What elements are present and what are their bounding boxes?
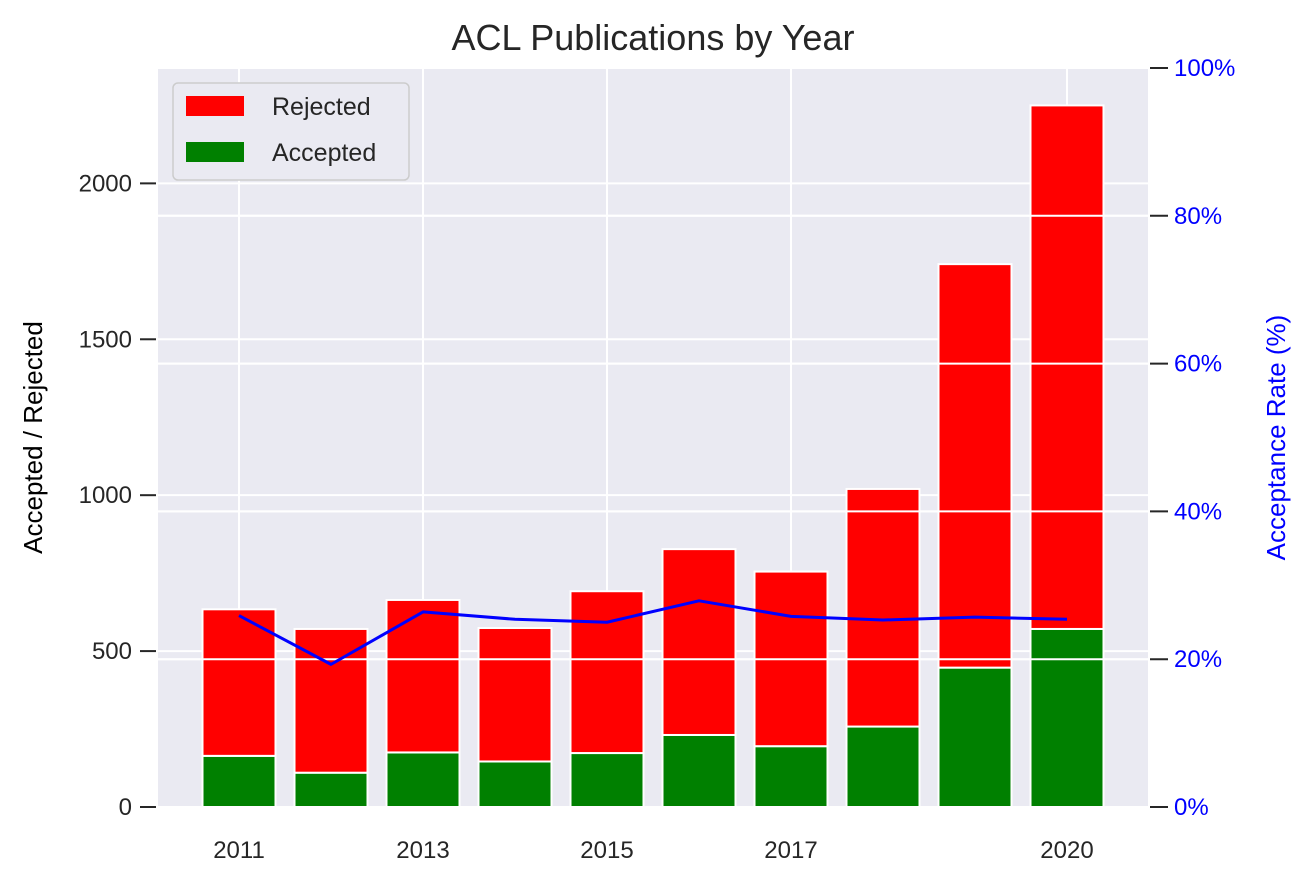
x-tick-label: 2020 xyxy=(1040,837,1093,864)
bar-accepted-2019 xyxy=(937,666,1013,808)
bar-accepted-2017 xyxy=(753,745,829,809)
y2-tick-label: 80% xyxy=(1174,203,1222,230)
x-tick-label: 2011 xyxy=(213,837,265,864)
bar-rejected-2014 xyxy=(477,627,553,763)
chart-title: ACL Publications by Year xyxy=(452,17,855,58)
y-tick-label: 2000 xyxy=(79,170,132,197)
y2-tick-label: 60% xyxy=(1174,351,1222,378)
legend-swatch-accepted xyxy=(186,142,244,162)
bar-accepted-2012 xyxy=(293,771,369,809)
legend-label-rejected: Rejected xyxy=(272,93,371,121)
bar-group xyxy=(158,67,1148,809)
y-axis-title: Accepted / Rejected xyxy=(18,321,48,554)
y-tick-label: 500 xyxy=(92,638,132,665)
y-tick-label: 1000 xyxy=(79,482,132,509)
acceptance-rate-line-group xyxy=(238,599,1068,666)
acceptance-rate-line xyxy=(238,599,1068,666)
x-tick-label: 2013 xyxy=(396,837,449,864)
y-tick-label: 1500 xyxy=(79,326,132,353)
x-tick-label: 2015 xyxy=(580,837,633,864)
bar-accepted-2018 xyxy=(845,725,921,808)
legend: Rejected Accepted xyxy=(172,82,410,181)
legend-label-accepted: Accepted xyxy=(272,139,376,167)
x-tick-label: 2017 xyxy=(764,837,817,864)
axes: 0 500 1000 1500 2000 0% 20% 40% 60% 80% 100% 2011 20… xyxy=(79,55,1236,864)
bar-accepted-2015 xyxy=(569,752,645,808)
y2-tick-label: 20% xyxy=(1174,646,1222,673)
y2-axis-title: Acceptance Rate (%) xyxy=(1261,315,1291,561)
legend-swatch-rejected xyxy=(186,96,244,116)
y2-tick-label: 100% xyxy=(1174,55,1235,82)
bar-rejected-2016 xyxy=(661,548,737,736)
bar-rejected-2011 xyxy=(201,608,277,757)
y2-tick-label: 0% xyxy=(1174,794,1209,821)
bar-rejected-2018 xyxy=(845,487,921,728)
y-tick-label: 0 xyxy=(119,794,132,821)
y2-tick-label: 40% xyxy=(1174,498,1222,525)
bar-accepted-2013 xyxy=(385,751,461,809)
bar-accepted-2016 xyxy=(661,733,737,808)
bar-accepted-2011 xyxy=(201,754,277,808)
bar-rejected-2015 xyxy=(569,590,645,755)
bar-accepted-2014 xyxy=(477,760,553,808)
bar-rejected-2019 xyxy=(937,263,1013,669)
bar-rejected-2013 xyxy=(385,598,461,754)
bar-accepted-2020 xyxy=(1029,627,1105,808)
bar-rejected-2020 xyxy=(1029,104,1105,630)
